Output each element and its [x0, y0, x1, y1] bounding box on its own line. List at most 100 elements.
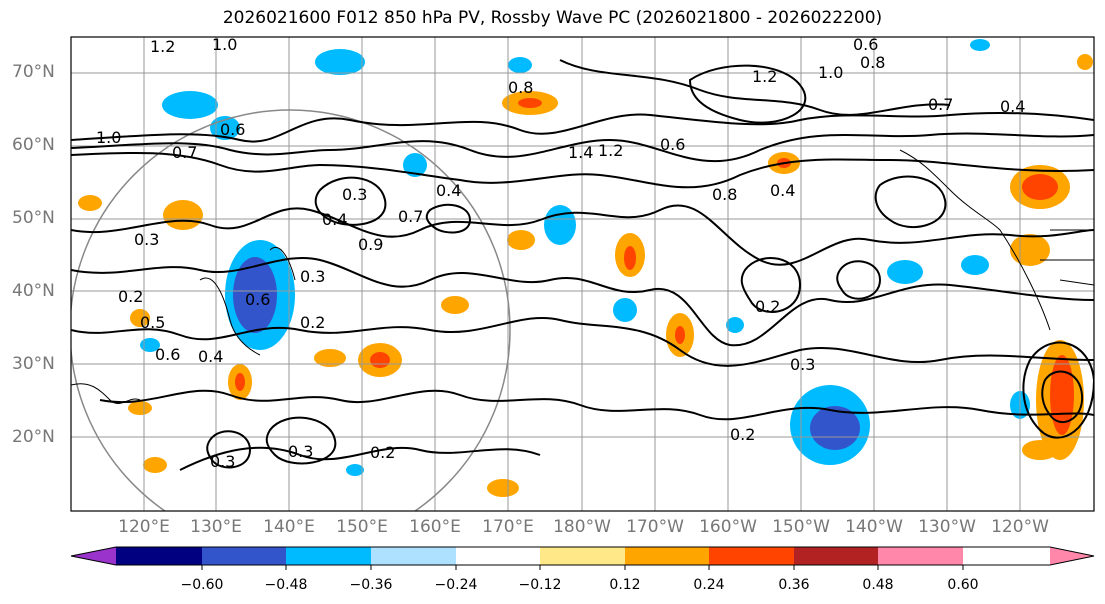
- colorbar-segments: [116, 547, 963, 565]
- contour-label: 1.0: [212, 35, 237, 54]
- colorbar-tick-label: −0.36: [349, 577, 393, 593]
- fill-region: [507, 230, 535, 250]
- colorbar-tickmarks: [201, 565, 964, 570]
- fill-region: [143, 457, 167, 473]
- fill-region: [370, 352, 390, 368]
- contour-label: 1.2: [752, 67, 777, 86]
- lon-label-170w: 170°W: [626, 517, 684, 537]
- lon-label-160e: 160°E: [409, 517, 461, 537]
- fill-region: [403, 153, 427, 177]
- fill-region: [1077, 54, 1093, 70]
- contour-label: 1.2: [150, 37, 175, 56]
- fill-region: [441, 296, 469, 314]
- lon-label-130e: 130°E: [190, 517, 242, 537]
- fill-region: [130, 309, 150, 327]
- colorbar-tick-label: −0.12: [518, 577, 562, 593]
- contour-label: 0.4: [1000, 97, 1025, 116]
- fill-region: [726, 317, 744, 333]
- lon-label-150e: 150°E: [336, 517, 388, 537]
- map-frame: [70, 36, 1095, 512]
- fill-region: [624, 246, 636, 270]
- contour-label: 0.4: [770, 181, 795, 200]
- fill-region: [887, 260, 923, 284]
- coastlines: [71, 149, 1094, 405]
- lon-label-140e: 140°E: [263, 517, 315, 537]
- contour-label: 1.0: [96, 128, 121, 147]
- colorbar-tick-label: −0.24: [434, 577, 478, 593]
- contour-label: 1.2: [598, 141, 623, 160]
- colorbar-segment: [794, 547, 878, 565]
- colorbar-extend-high: [1050, 547, 1094, 565]
- colorbar-outline: [70, 546, 1095, 566]
- fill-region: [544, 205, 576, 245]
- fill-region: [140, 338, 160, 352]
- lat-label-40n: 40°N: [12, 281, 55, 301]
- fill-region: [314, 349, 346, 367]
- colorbar-tick-label: −0.48: [264, 577, 308, 593]
- fill-region: [508, 57, 532, 73]
- contour-label: 0.9: [358, 235, 383, 254]
- map-title: 2026021600 F012 850 hPa PV, Rossby Wave …: [222, 8, 883, 28]
- lon-label-170e: 170°E: [482, 517, 534, 537]
- colorbar-segment: [540, 547, 625, 565]
- fill-region: [487, 479, 519, 497]
- colorbar-segment: [625, 547, 709, 565]
- fill-region: [810, 406, 860, 450]
- fill-region: [128, 401, 152, 415]
- contour-label: 0.3: [342, 185, 367, 204]
- contour-label: 0.6: [853, 35, 878, 54]
- contour-label: 0.2: [118, 287, 143, 306]
- contour-label: 0.6: [660, 135, 685, 154]
- colorbar-tick-label: 0.48: [862, 577, 894, 593]
- pv-contours: [71, 59, 1094, 471]
- fill-region: [163, 200, 203, 230]
- reference-circle: [71, 109, 511, 511]
- contour-label: 0.6: [155, 345, 180, 364]
- fill-region: [613, 298, 637, 322]
- contour-label: 0.4: [198, 347, 223, 366]
- lon-label-120w: 120°W: [991, 517, 1049, 537]
- lon-label-150w: 150°W: [772, 517, 830, 537]
- fill-region: [1022, 174, 1058, 200]
- contour-label: 0.2: [370, 443, 395, 462]
- contour-label: 0.3: [210, 452, 235, 471]
- fill-region: [233, 257, 277, 333]
- colorbar-tick-label: 0.24: [693, 577, 725, 593]
- contour-label: 0.3: [134, 230, 159, 249]
- contour-label: 0.3: [288, 442, 313, 461]
- colorbar-extend-low: [71, 547, 116, 565]
- fill-region: [675, 326, 685, 344]
- colorbar-segment: [456, 547, 540, 565]
- contour-label: 0.8: [712, 185, 737, 204]
- fill-region: [78, 195, 102, 211]
- contour-label: 0.2: [730, 425, 755, 444]
- contour-label: 1.0: [818, 63, 843, 82]
- contour-label: 0.8: [508, 78, 533, 97]
- lon-label-130w: 130°W: [918, 517, 976, 537]
- contour-label-group: 1.2 1.0 0.6 0.8 0.8 1.2 1.0 0.7 0.4 1.0 …: [96, 35, 1025, 471]
- fill-region: [961, 255, 989, 275]
- colorbar-segment: [202, 547, 286, 565]
- contour-label: 0.7: [172, 143, 197, 162]
- contour-label: 0.7: [928, 95, 953, 114]
- colorbar-tick-label: 0.12: [609, 577, 641, 593]
- contour-label: 0.2: [755, 297, 780, 316]
- colorbar-segment: [371, 547, 456, 565]
- colorbar-segment: [286, 547, 371, 565]
- lat-label-50n: 50°N: [12, 208, 55, 228]
- contour-label: 0.3: [300, 267, 325, 286]
- colorbar-tick-label: −0.60: [180, 577, 224, 593]
- fill-region: [346, 464, 364, 476]
- fill-region: [1022, 440, 1058, 460]
- contour-label: 0.6: [220, 120, 245, 139]
- lon-label-160w: 160°W: [699, 517, 757, 537]
- contour-label: 0.3: [790, 355, 815, 374]
- colorbar-segment: [116, 547, 202, 565]
- contour-label: 0.4: [322, 210, 347, 229]
- contour-label: 0.2: [300, 313, 325, 332]
- fill-region: [315, 49, 365, 75]
- graticule: [71, 37, 1094, 511]
- lon-label-120e: 120°E: [118, 517, 170, 537]
- lon-label-180w: 180°W: [553, 517, 611, 537]
